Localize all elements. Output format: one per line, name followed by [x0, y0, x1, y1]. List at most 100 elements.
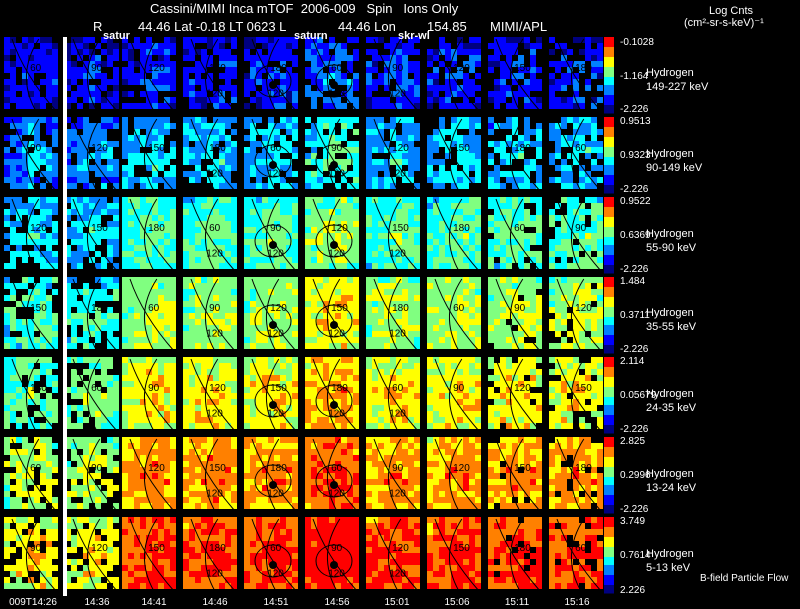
heatmap-cell: [152, 325, 158, 331]
contour-label: 150: [209, 63, 226, 74]
colorbar-segment: [604, 107, 614, 110]
heatmap-cell: [445, 203, 451, 209]
heatmap-cell: [433, 171, 439, 177]
heatmap-cell: [164, 49, 170, 55]
heatmap-cell: [524, 37, 530, 43]
heatmap-cell: [372, 183, 378, 189]
heatmap-cell: [189, 135, 195, 141]
heatmap-cell: [195, 165, 201, 171]
heatmap-cell: [506, 423, 512, 429]
heatmap-cell: [28, 103, 34, 109]
heatmap-cell: [591, 227, 597, 233]
heatmap-cell: [128, 301, 134, 307]
contour-line: [387, 358, 402, 432]
heatmap-cell: [524, 405, 530, 411]
heatmap-cell: [567, 343, 573, 349]
heatmap-cell: [262, 135, 268, 141]
heatmap-cell: [152, 135, 158, 141]
heatmap-cell: [366, 91, 372, 97]
heatmap-cell: [128, 381, 134, 387]
heatmap-cell: [488, 227, 494, 233]
heatmap-cell: [378, 295, 384, 301]
heatmap-cell: [469, 399, 475, 405]
heatmap-cell: [268, 103, 274, 109]
heatmap-cell: [213, 203, 219, 209]
heatmap-cell: [402, 177, 408, 183]
heatmap-cell: [101, 283, 107, 289]
heatmap-cell: [555, 97, 561, 103]
heatmap-cell: [341, 233, 347, 239]
heatmap-cell: [396, 399, 402, 405]
heatmap-cell: [4, 393, 10, 399]
heatmap-cell: [152, 233, 158, 239]
heatmap-cell: [250, 263, 256, 269]
heatmap-cell: [244, 221, 250, 227]
heatmap-cell: [95, 197, 101, 203]
heatmap-cell: [518, 251, 524, 257]
heatmap-cell: [390, 307, 396, 313]
heatmap-cell: [451, 283, 457, 289]
heatmap-cell: [22, 393, 28, 399]
heatmap-cell: [488, 245, 494, 251]
heatmap-cell: [10, 197, 16, 203]
heatmap-cell: [219, 73, 225, 79]
heatmap-cell: [10, 337, 16, 343]
heatmap-cell: [311, 423, 317, 429]
heatmap-cell: [170, 405, 176, 411]
heatmap-cell: [536, 147, 542, 153]
heatmap-cell: [536, 393, 542, 399]
heatmap-cell: [107, 171, 113, 177]
heatmap-cell: [71, 325, 77, 331]
heatmap-cell: [170, 233, 176, 239]
heatmap-cell: [219, 221, 225, 227]
heatmap-cell: [95, 363, 101, 369]
heatmap-cell: [500, 227, 506, 233]
colorbar-segment: [604, 53, 614, 56]
heatmap-cell: [225, 55, 231, 61]
heatmap-cell: [213, 381, 219, 387]
heatmap-cell: [113, 239, 119, 245]
heatmap-cell: [268, 171, 274, 177]
heatmap-cell: [555, 153, 561, 159]
heatmap-cell: [189, 307, 195, 313]
colorbar-segment: [604, 117, 614, 120]
heatmap-cell: [506, 393, 512, 399]
heatmap-cell: [536, 381, 542, 387]
heatmap-cell: [335, 183, 341, 189]
heatmap-cell: [463, 183, 469, 189]
heatmap-cell: [256, 423, 262, 429]
heatmap-cell: [500, 197, 506, 203]
heatmap-cell: [4, 307, 10, 313]
heatmap-cell: [280, 233, 286, 239]
heatmap-cell: [286, 375, 292, 381]
heatmap-cell: [183, 209, 189, 215]
heatmap-cell: [445, 227, 451, 233]
heatmap-cell: [512, 295, 518, 301]
heatmap-panel: 60: [4, 37, 58, 112]
heatmap-cell: [22, 369, 28, 375]
heatmap-cell: [286, 97, 292, 103]
heatmap-cell: [335, 369, 341, 375]
heatmap-cell: [128, 289, 134, 295]
heatmap-cell: [567, 245, 573, 251]
heatmap-cell: [107, 159, 113, 165]
heatmap-cell: [225, 135, 231, 141]
heatmap-cell: [323, 159, 329, 165]
heatmap-cell: [518, 233, 524, 239]
heatmap-cell: [40, 37, 46, 43]
heatmap-cell: [451, 399, 457, 405]
heatmap-cell: [280, 375, 286, 381]
heatmap-cell: [317, 61, 323, 67]
heatmap-cell: [256, 331, 262, 337]
heatmap-cell: [134, 123, 140, 129]
heatmap-cell: [311, 97, 317, 103]
heatmap-cell: [195, 37, 201, 43]
heatmap-cell: [555, 263, 561, 269]
heatmap-cell: [250, 171, 256, 177]
heatmap-cell: [353, 239, 359, 245]
contour-line: [265, 358, 280, 432]
heatmap-cell: [408, 123, 414, 129]
heatmap-cell: [536, 337, 542, 343]
heatmap-cell: [451, 301, 457, 307]
heatmap-cell: [52, 55, 58, 61]
